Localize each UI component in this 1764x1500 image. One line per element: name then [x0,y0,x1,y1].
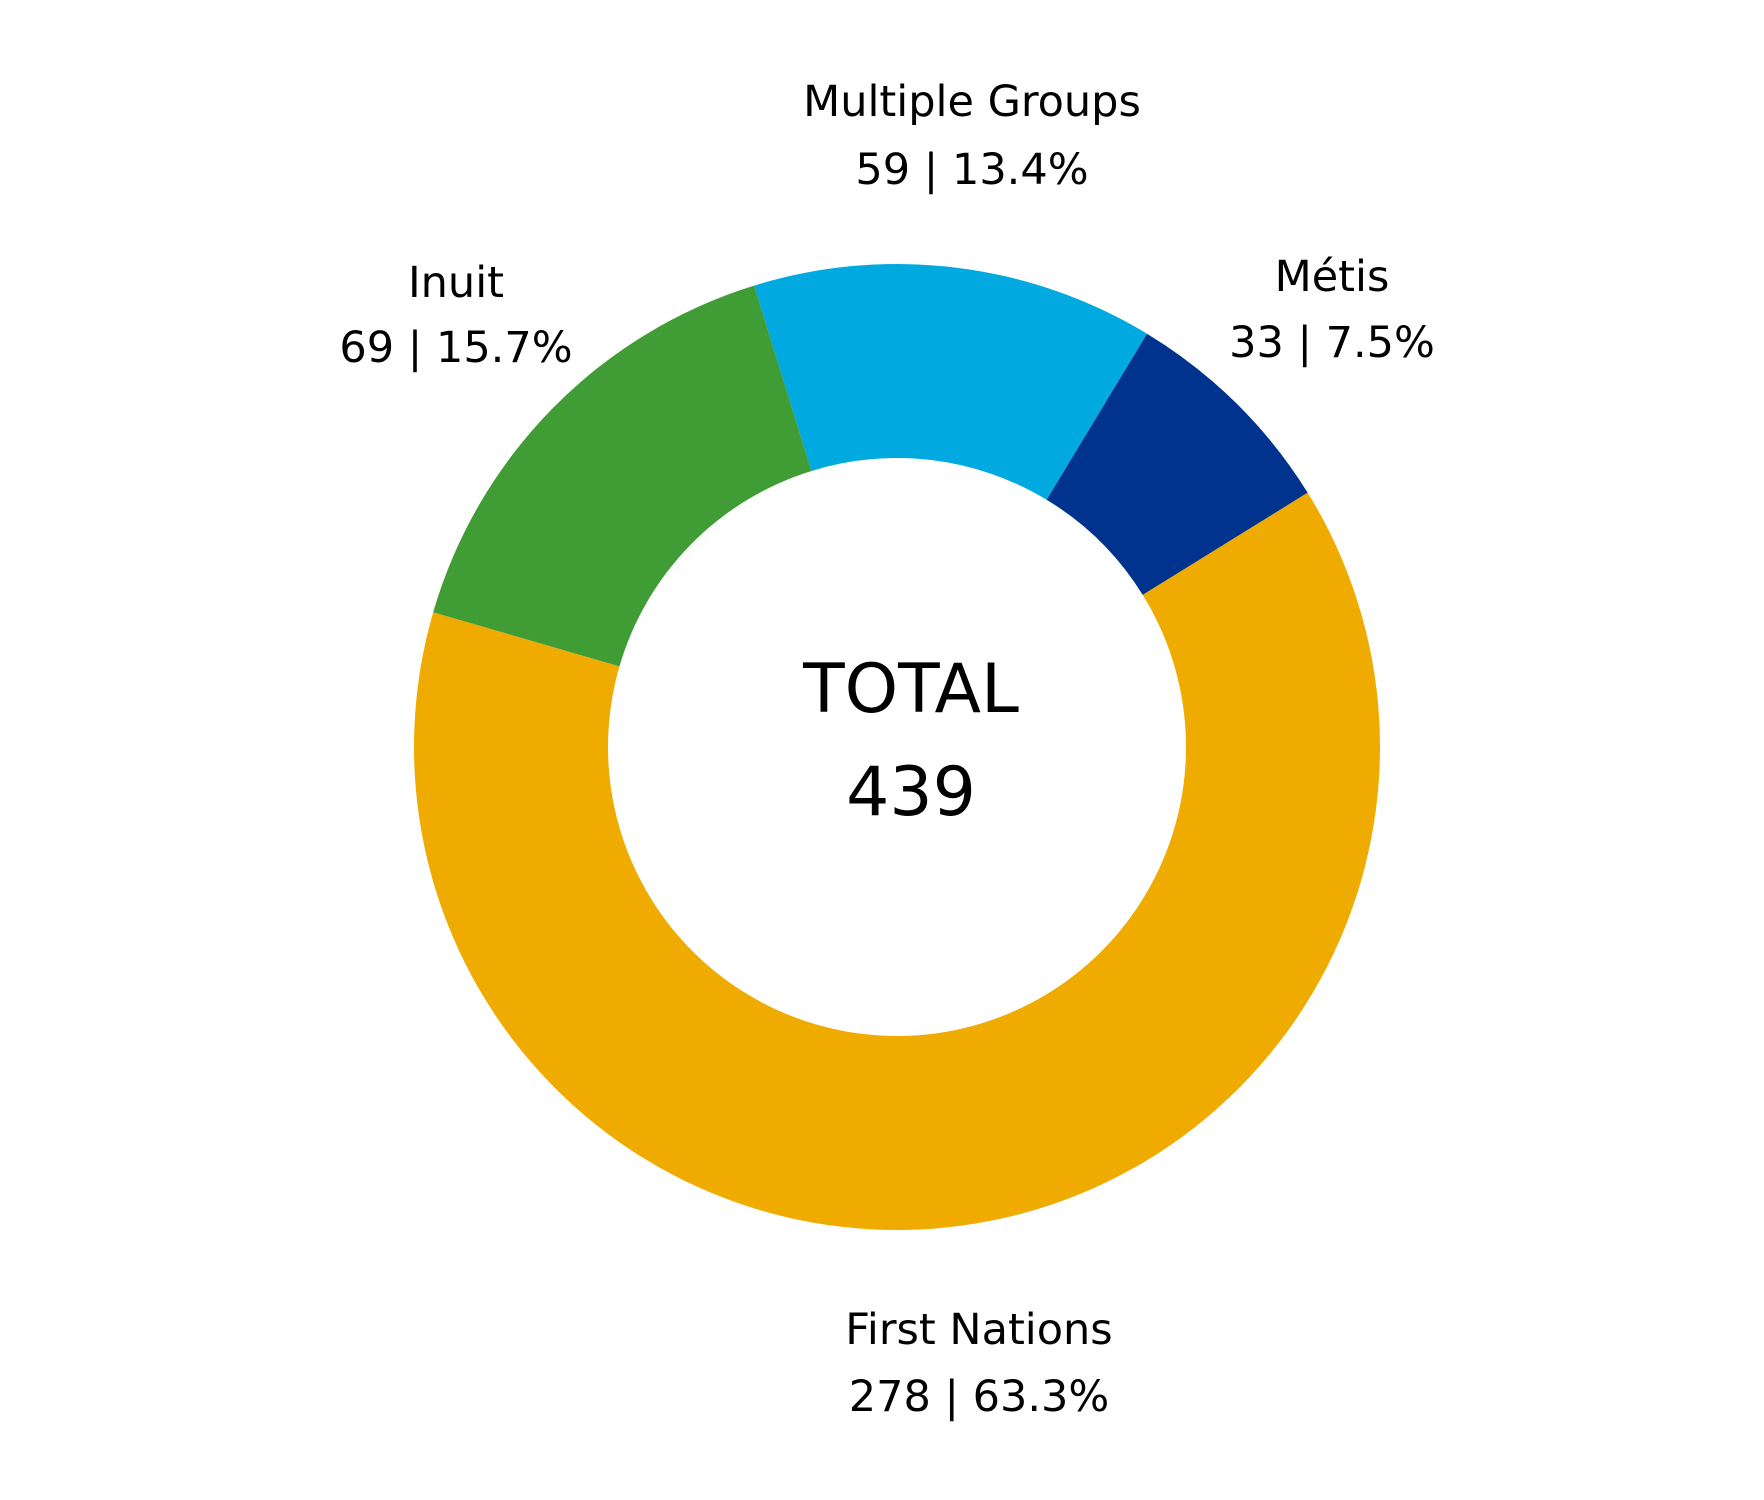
value-multiple-groups: 59 | 13.4% [855,145,1088,195]
slice-first-nations [414,492,1380,1230]
slices [414,264,1380,1230]
center-title: TOTAL [802,650,1019,729]
label-multiple-groups: Multiple Groups [803,77,1141,127]
slice-m-tis [1046,333,1308,595]
label-inuit: Inuit [408,258,504,308]
slice-multiple-groups [754,264,1147,500]
slice-inuit [433,285,812,667]
value-inuit: 69 | 15.7% [339,323,572,373]
value-first-nations: 278 | 63.3% [849,1372,1110,1422]
value-metis: 33 | 7.5% [1229,318,1435,368]
label-first-nations: First Nations [845,1305,1112,1355]
label-metis: Métis [1275,252,1390,302]
center-value: 439 [846,753,976,832]
